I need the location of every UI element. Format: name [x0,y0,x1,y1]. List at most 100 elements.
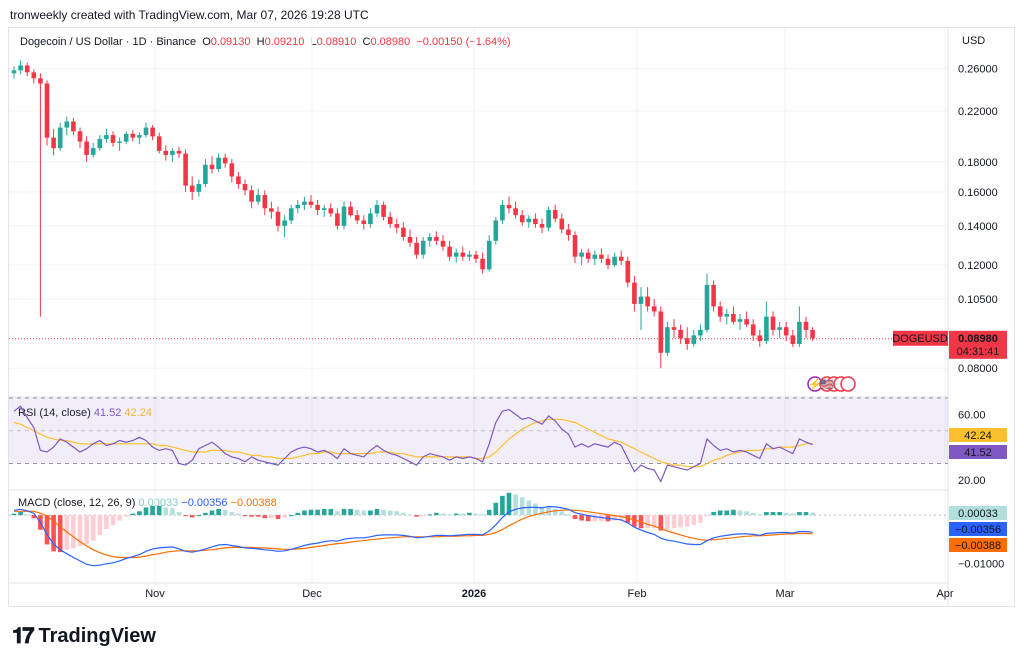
macd-histogram-bar [308,509,314,516]
macd-name: MACD (close, 12, 26, 9) [18,497,136,509]
candle-body [18,65,23,71]
candle-body [255,195,261,202]
macd-histogram-bar [275,515,281,519]
candle-body [90,148,96,155]
candle-body [302,201,307,205]
candle-body [493,220,499,241]
macd-histogram-bar [572,515,578,519]
tradingview-logo-icon: 𝟏𝟕 [12,623,35,648]
macd-histogram-bar [117,515,122,521]
time-axis-tick: Apr [936,588,953,600]
candle-body [625,260,631,283]
macd-histogram-bar [810,512,815,516]
macd-legend[interactable]: MACD (close, 12, 26, 9) 0.00033 −0.00356… [18,497,277,509]
macd-badge-value: −0.00356 [955,524,1001,536]
macd-hist-badge [949,506,1007,520]
candle-body [486,240,492,270]
macd-line [13,505,813,567]
macd-histogram-bar [328,508,334,516]
candle-body [414,242,419,255]
candle-body [579,252,584,257]
high-value: 0.09210 [264,36,305,48]
macd-histogram-bar [566,514,571,516]
candle-body [401,227,406,237]
time-axis-tick: Feb [628,588,647,600]
currency-selector[interactable]: USD [962,35,986,47]
macd-histogram-bar [579,515,584,521]
time-axis-tick: Nov [145,588,165,600]
macd-histogram-bar [724,510,730,516]
macd-histogram-bar [51,515,56,552]
candle-body [420,240,426,255]
candle-body [57,127,63,149]
symbol-legend[interactable]: Dogecoin / US Dollar · 1D · Binance O 0.0… [20,36,511,48]
macd-histogram-bar [797,512,802,516]
macd-histogram-bar [387,510,393,516]
candle-body [678,329,683,339]
candle-body [519,215,525,223]
candle-body [612,256,617,266]
rsi-ma-line [13,418,813,468]
candle-body [671,327,677,330]
candle-body [731,313,736,322]
candle-body [282,220,287,226]
candle-body [724,313,730,317]
symbol-title: Dogecoin / US Dollar · 1D · Binance [20,36,197,48]
macd-histogram-bar [104,515,109,530]
macd-histogram-bar [196,515,202,517]
macd-histogram-bar [295,512,301,516]
candle-body [658,311,664,353]
macd-histogram-bar [803,512,809,516]
macd-histogram-bar [420,515,426,517]
candle-body [97,138,103,149]
macd-histogram-bar [533,503,538,516]
rsi-line [13,405,813,483]
candle-body [605,258,611,266]
time-axis-tick: 2026 [462,588,486,600]
candle-body [790,335,796,344]
macd-histogram-bar [315,509,320,516]
candle-body [137,135,142,138]
macd-histogram-bar [698,515,703,523]
candle-body [717,306,723,317]
candle-body [374,204,380,214]
candle-body [394,224,400,228]
macd-histogram-bar [559,511,565,516]
macd-histogram-bar [381,509,386,516]
candle-body [216,157,221,170]
price-axis-tick: 0.22000 [958,106,998,118]
macd-histogram-bar [262,515,268,519]
macd-histogram-bar [671,515,677,529]
macd-histogram-bar [618,515,624,521]
candle-body [262,195,268,209]
candle-body [480,258,485,270]
macd-histogram-bar [368,510,373,516]
candle-body [566,229,571,236]
candle-body [71,121,76,132]
time-axis-tick: Dec [302,588,322,600]
candle-body [315,204,320,210]
candle-body [645,296,650,307]
macd-histogram-bar [57,515,63,553]
candle-body [460,252,466,257]
open-label: O [202,36,211,48]
candle-body [196,184,202,192]
macd-histogram-bar [731,509,736,516]
price-axis-tick: 0.10500 [958,294,998,306]
rsi-legend[interactable]: RSI (14, close) 41.52 42.24 [18,407,152,419]
macd-histogram-bar [427,514,433,516]
candle-body [691,335,697,344]
macd-histogram-bar [209,510,215,516]
economic-event-icon [840,376,856,392]
macd-histogram-bar [222,509,228,516]
macd-histogram-bar [585,515,591,522]
macd-histogram-bar [189,515,195,518]
macd-histogram-bar [176,512,182,516]
candle-body [592,254,598,259]
flag-icon: 🇺🇸 [820,378,834,391]
change-value: −0.00150 (−1.64%) [416,36,511,48]
candle-body [559,218,565,230]
rsi-badge [949,445,1007,459]
candle-body [711,284,716,307]
